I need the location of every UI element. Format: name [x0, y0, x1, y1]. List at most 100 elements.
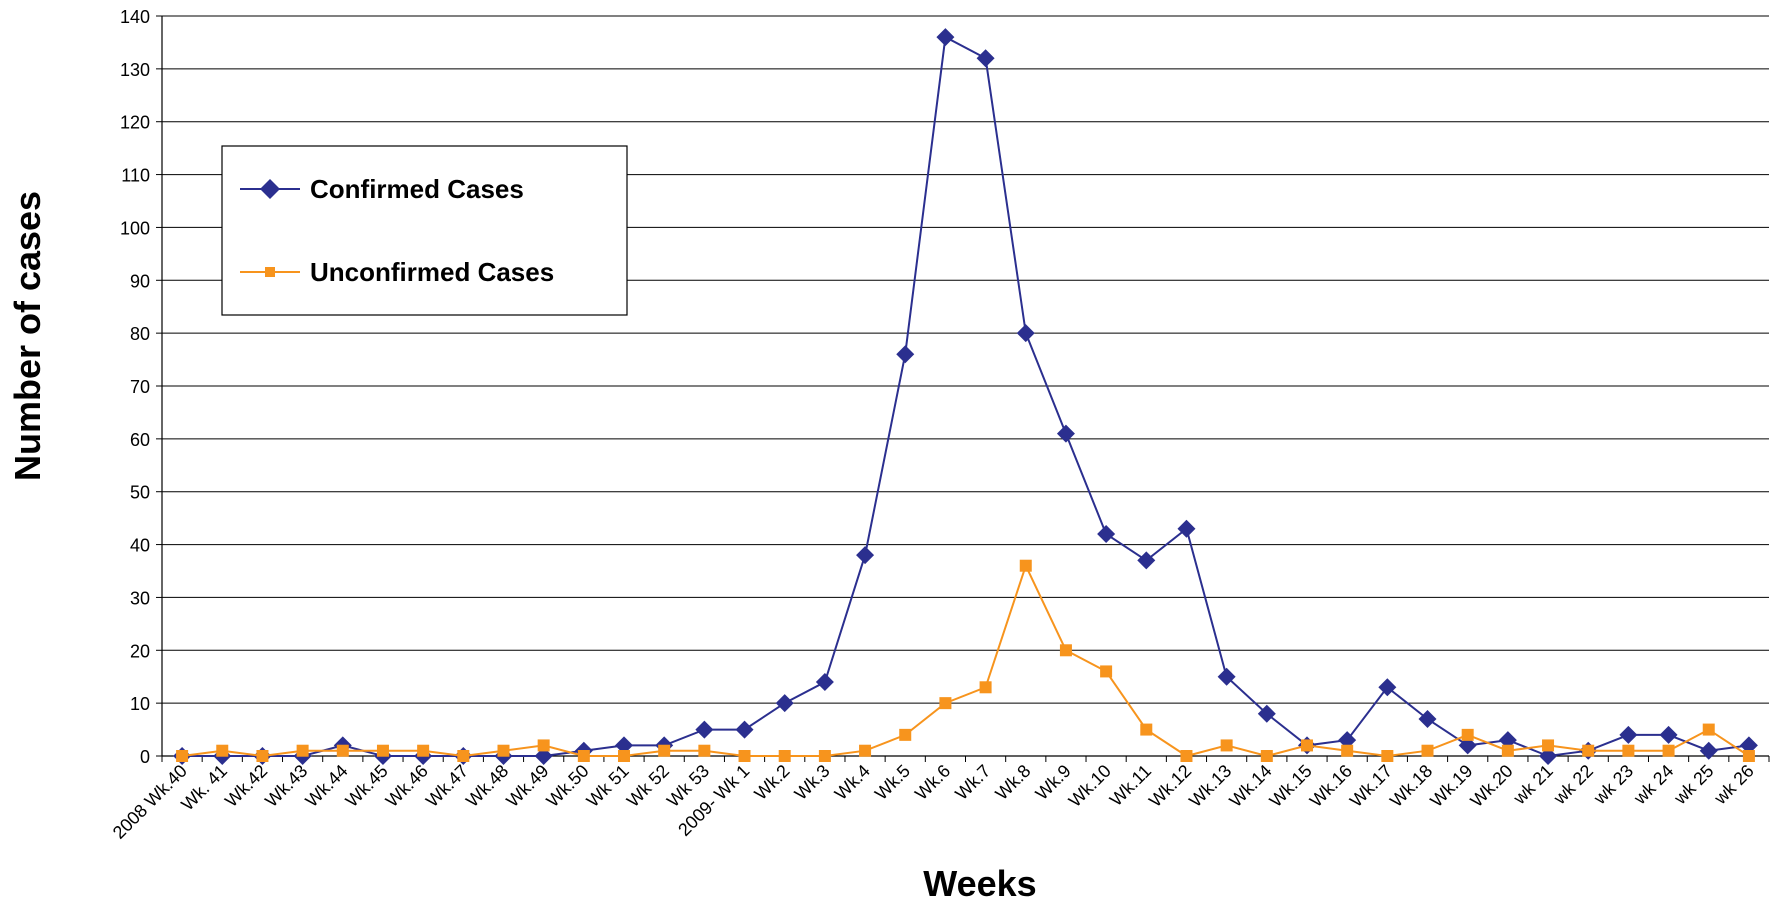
y-tick-label: 40 [130, 536, 150, 556]
legend-label-confirmed: Confirmed Cases [310, 174, 524, 204]
data-point [818, 750, 831, 762]
data-point [1742, 750, 1755, 762]
data-point [1338, 731, 1357, 750]
data-point [738, 750, 751, 762]
data-point [976, 49, 995, 68]
series-unconfirmed [176, 559, 1755, 762]
y-tick-label: 90 [130, 271, 150, 291]
x-tick-label: wk 26 [1710, 761, 1758, 809]
x-tick-label: Wk.16 [1306, 761, 1356, 811]
data-point [1699, 741, 1718, 760]
data-point [658, 744, 671, 757]
x-tick-label: Wk.47 [422, 761, 472, 811]
x-tick-label: Wk.50 [542, 761, 592, 811]
data-point [899, 728, 912, 741]
x-axis-title: Weeks [923, 863, 1036, 904]
data-point [856, 546, 875, 565]
data-point [979, 681, 992, 694]
y-axis-title: Number of cases [7, 191, 48, 481]
x-tick-label: Wk.48 [462, 761, 512, 811]
legend-box [221, 145, 628, 316]
x-tick-label: Wk.2 [750, 761, 793, 804]
x-tick-label: Wk.3 [791, 761, 834, 804]
x-tick-label: Wk.43 [261, 761, 311, 811]
data-point [336, 744, 349, 757]
data-point [1421, 744, 1434, 757]
data-point [534, 747, 553, 765]
y-tick-label: 110 [121, 166, 150, 186]
data-point [1257, 704, 1276, 723]
x-tick-label: Wk. 41 [177, 761, 231, 815]
data-point [1056, 424, 1075, 443]
gridlines [161, 15, 1769, 757]
data-point [936, 28, 955, 47]
data-point [815, 673, 834, 691]
data-point [376, 744, 389, 757]
data-point [1260, 750, 1273, 762]
series-line [181, 563, 1750, 758]
data-point [216, 744, 229, 757]
x-tick-label: Wk.49 [502, 761, 552, 811]
data-point [1461, 728, 1474, 741]
data-point [1217, 667, 1236, 686]
data-point [176, 750, 189, 762]
data-point [1137, 551, 1156, 570]
data-point [698, 744, 711, 757]
x-tick-label: wk 21 [1509, 761, 1557, 809]
x-tick-label: wk 24 [1629, 761, 1677, 809]
data-point [1016, 324, 1035, 343]
data-point [256, 750, 269, 762]
data-point [1220, 739, 1233, 752]
data-point [1019, 559, 1032, 572]
x-tick-label: Wk.6 [911, 761, 954, 804]
x-tick-label: Wk.17 [1346, 761, 1396, 811]
x-tick-label: Wk.11 [1106, 761, 1155, 810]
data-point [1622, 744, 1635, 757]
y-tick-label: 80 [130, 324, 150, 344]
y-tick-label: 130 [120, 60, 150, 80]
data-point [859, 744, 872, 757]
x-tick-label: Wk 51 [583, 761, 633, 811]
x-tick-label: Wk.12 [1145, 761, 1195, 811]
x-tick-label: Wk.45 [342, 761, 392, 811]
data-point [1100, 665, 1113, 678]
data-point [1381, 750, 1394, 762]
y-tick-label: 50 [130, 483, 150, 503]
data-point [1501, 744, 1514, 757]
data-point [1378, 678, 1397, 697]
x-tick-label: Wk.19 [1426, 761, 1476, 811]
data-point [1659, 725, 1678, 744]
data-point [1539, 747, 1558, 765]
data-point [577, 750, 590, 762]
data-point [1140, 723, 1153, 736]
y-tick-label: 30 [130, 588, 150, 608]
y-tick-label: 10 [130, 694, 150, 714]
data-point [1177, 519, 1196, 538]
x-tick-label: wk 25 [1669, 761, 1717, 809]
data-point [457, 750, 470, 762]
series-confirmed [173, 28, 1758, 765]
x-tick-label: Wk.7 [951, 761, 994, 804]
x-tick-label: Wk.10 [1065, 761, 1115, 811]
data-point [1542, 739, 1555, 752]
legend: Confirmed Cases Unconfirmed Cases [221, 145, 628, 316]
x-tick-label: Wk.42 [221, 761, 271, 811]
data-point [296, 744, 309, 757]
y-tick-label: 120 [120, 113, 150, 133]
data-point [1458, 736, 1477, 755]
series-line [182, 35, 1750, 758]
y-tick-label: 140 [120, 7, 150, 27]
x-tick-label: Wk.14 [1225, 761, 1275, 811]
data-point [735, 720, 754, 739]
x-tick-label: Wk.20 [1466, 761, 1516, 811]
x-tick-label: Wk.18 [1386, 761, 1436, 811]
x-tick-label: Wk.5 [871, 761, 914, 804]
data-point [417, 744, 430, 757]
legend-label-unconfirmed: Unconfirmed Cases [310, 257, 554, 287]
data-point [1739, 736, 1758, 755]
data-point [778, 750, 791, 762]
data-point [1498, 731, 1517, 750]
data-point [1180, 750, 1193, 762]
